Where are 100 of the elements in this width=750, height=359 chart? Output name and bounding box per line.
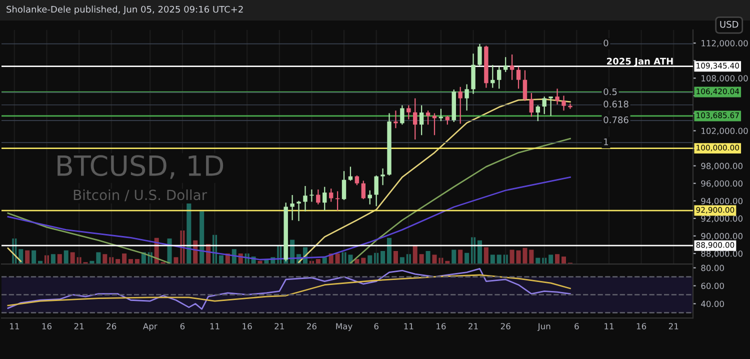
candlestick xyxy=(380,168,385,186)
x-tick-label: 16 xyxy=(42,323,52,330)
text: BTCUSD, 1D xyxy=(58,155,224,179)
text: Bitcoin / U.S. Dollar xyxy=(74,189,208,202)
candlestick xyxy=(536,104,540,122)
candlestick xyxy=(354,174,360,186)
bar xyxy=(380,250,386,264)
bar xyxy=(412,246,418,264)
x-tick-label: 21 xyxy=(274,323,284,330)
bar xyxy=(490,254,495,264)
candlestick xyxy=(419,104,424,136)
bar xyxy=(368,255,372,264)
y-tick-label: 96,000.00 xyxy=(701,180,742,188)
x-tick-label: 11 xyxy=(210,323,220,330)
candlestick xyxy=(516,66,521,90)
candlestick xyxy=(406,104,411,120)
candlestick xyxy=(303,185,308,212)
candlestick xyxy=(342,170,346,201)
y-tick-label: 40.00 xyxy=(701,300,724,307)
x-tick-label: May xyxy=(336,323,352,331)
y-tick-label: 94,000.00 xyxy=(701,198,742,206)
bar xyxy=(116,259,120,264)
bar xyxy=(200,211,204,264)
x-tick-label: 11 xyxy=(404,323,414,330)
y-tick-label: 90,000.00 xyxy=(701,232,742,240)
x-tick-label: 11 xyxy=(604,323,614,330)
candlestick xyxy=(296,200,301,222)
candlestick xyxy=(368,190,372,205)
bar xyxy=(134,259,140,264)
candlestick xyxy=(503,56,508,73)
candlestick xyxy=(548,96,553,116)
y-tick-label: 102,000.00 xyxy=(702,128,748,135)
line-series xyxy=(7,268,571,310)
y-axis-title: USD xyxy=(720,20,738,28)
candlestick xyxy=(562,95,566,112)
candlestick xyxy=(400,104,404,126)
candlestick xyxy=(426,110,430,126)
candlestick xyxy=(522,70,528,102)
x-tick-label: 21 xyxy=(668,323,678,330)
bar xyxy=(218,255,224,264)
y-tick-label: 112,000.00 xyxy=(702,40,748,48)
x-tick-label: Apr xyxy=(142,323,158,331)
line-series xyxy=(7,274,571,306)
annotation: 0.5 xyxy=(604,88,617,96)
bar xyxy=(561,256,566,264)
y-tick-label: 88,000.00 xyxy=(701,250,742,258)
x-tick-label: 26 xyxy=(106,323,116,330)
candlestick xyxy=(290,194,294,221)
candlestick xyxy=(348,166,353,182)
candlestick xyxy=(361,180,366,200)
bar xyxy=(50,254,56,264)
bar xyxy=(529,250,534,264)
bar xyxy=(128,259,134,264)
bar xyxy=(186,202,192,264)
bar xyxy=(477,240,482,264)
bar xyxy=(102,254,108,264)
annotation: 0.786 xyxy=(604,116,628,124)
x-tick-label: 16 xyxy=(242,323,252,330)
x-tick-label: 16 xyxy=(436,323,446,330)
x-tick-label: 26 xyxy=(500,323,510,330)
x-tick-label: 21 xyxy=(74,323,84,330)
bar xyxy=(64,250,68,264)
candlestick xyxy=(413,98,418,140)
y-tick-label: 92,000.00 xyxy=(701,215,742,223)
bar xyxy=(393,250,398,264)
x-tick-label: Jun xyxy=(537,323,550,331)
bar xyxy=(400,257,404,264)
bar xyxy=(458,250,463,264)
x-tick-label: 26 xyxy=(307,323,316,330)
bar xyxy=(386,238,392,264)
candlestick xyxy=(510,54,514,80)
annotation: 0.618 xyxy=(604,100,628,108)
candlestick xyxy=(529,92,534,118)
bar xyxy=(122,253,127,264)
x-tick-label: 21 xyxy=(468,323,478,330)
candlestick xyxy=(490,64,495,88)
bar xyxy=(426,250,430,264)
bar xyxy=(555,254,560,264)
candlestick xyxy=(497,66,502,90)
y-tick-label: 80.00 xyxy=(701,264,724,272)
bar xyxy=(96,252,101,264)
bar xyxy=(316,259,320,264)
candlestick xyxy=(316,188,320,205)
annotation: 0 xyxy=(604,40,608,46)
candlestick xyxy=(464,84,469,112)
annotation: 2025 Jan ATH xyxy=(607,58,673,66)
x-tick-label: 6 xyxy=(574,323,579,330)
bar xyxy=(25,250,30,264)
candlestick xyxy=(542,96,546,115)
x-tick-label: 6 xyxy=(374,323,378,330)
bar xyxy=(335,253,340,264)
candlestick xyxy=(555,88,560,106)
bar xyxy=(70,252,75,264)
candlestick xyxy=(322,186,327,212)
x-tick-label: 6 xyxy=(180,323,185,330)
bar xyxy=(548,254,554,264)
bar xyxy=(464,252,470,264)
candlestick xyxy=(478,43,482,66)
candlestick xyxy=(328,188,334,202)
y-tick-label: 60.00 xyxy=(701,282,724,290)
